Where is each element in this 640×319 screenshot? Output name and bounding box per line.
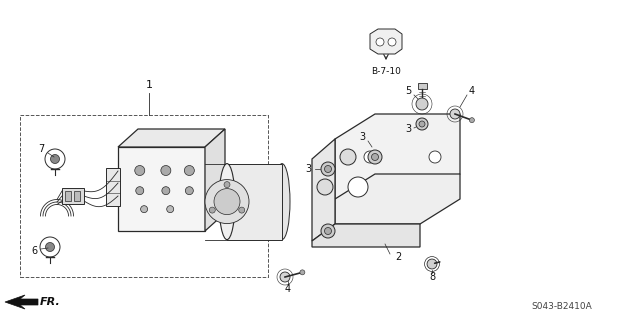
Ellipse shape xyxy=(274,164,290,240)
Bar xyxy=(65,191,71,201)
Text: 8: 8 xyxy=(429,272,435,282)
Text: FR.: FR. xyxy=(40,297,61,307)
Circle shape xyxy=(324,166,332,173)
Circle shape xyxy=(184,166,195,175)
Circle shape xyxy=(300,270,305,275)
Circle shape xyxy=(239,207,244,213)
Circle shape xyxy=(136,187,144,195)
Polygon shape xyxy=(5,295,38,309)
Circle shape xyxy=(364,151,376,163)
Circle shape xyxy=(51,154,60,164)
Bar xyxy=(62,188,84,204)
Polygon shape xyxy=(118,129,225,147)
Polygon shape xyxy=(205,129,225,231)
Circle shape xyxy=(416,118,428,130)
Bar xyxy=(227,164,282,240)
Circle shape xyxy=(450,109,460,119)
Circle shape xyxy=(376,38,384,46)
Circle shape xyxy=(469,118,474,123)
Polygon shape xyxy=(335,174,460,224)
Circle shape xyxy=(141,206,148,213)
Text: 4: 4 xyxy=(469,86,475,96)
Bar xyxy=(417,83,426,89)
Polygon shape xyxy=(335,114,460,199)
Circle shape xyxy=(371,153,378,160)
Polygon shape xyxy=(312,139,335,241)
Circle shape xyxy=(214,189,240,215)
Circle shape xyxy=(429,151,441,163)
Circle shape xyxy=(280,272,290,282)
Circle shape xyxy=(162,187,170,195)
Circle shape xyxy=(161,166,171,175)
Text: 2: 2 xyxy=(395,252,401,262)
Circle shape xyxy=(224,182,230,188)
Circle shape xyxy=(340,149,356,165)
Text: 1: 1 xyxy=(145,80,152,90)
Circle shape xyxy=(427,259,437,269)
Text: 3: 3 xyxy=(359,132,365,142)
Polygon shape xyxy=(370,29,402,54)
Bar xyxy=(20,115,268,277)
Circle shape xyxy=(135,166,145,175)
Ellipse shape xyxy=(219,164,235,240)
Bar xyxy=(106,168,120,206)
Polygon shape xyxy=(312,224,420,247)
Circle shape xyxy=(416,98,428,110)
Circle shape xyxy=(419,121,425,127)
Circle shape xyxy=(166,206,173,213)
Circle shape xyxy=(209,207,215,213)
Bar xyxy=(74,191,80,201)
Circle shape xyxy=(186,187,193,195)
Circle shape xyxy=(348,177,368,197)
Text: 7: 7 xyxy=(38,144,44,154)
Text: 5: 5 xyxy=(405,86,411,96)
Circle shape xyxy=(45,242,54,251)
Bar xyxy=(118,147,205,231)
Circle shape xyxy=(368,150,382,164)
Circle shape xyxy=(324,227,332,234)
Circle shape xyxy=(321,162,335,176)
Text: 3: 3 xyxy=(305,164,311,174)
Text: B-7-10: B-7-10 xyxy=(371,68,401,77)
Text: 6: 6 xyxy=(31,246,37,256)
Text: 4: 4 xyxy=(285,284,291,294)
Circle shape xyxy=(388,38,396,46)
Text: S043-B2410A: S043-B2410A xyxy=(532,302,593,311)
Circle shape xyxy=(205,180,249,224)
Circle shape xyxy=(321,224,335,238)
Circle shape xyxy=(317,179,333,195)
Text: 3: 3 xyxy=(405,124,411,134)
